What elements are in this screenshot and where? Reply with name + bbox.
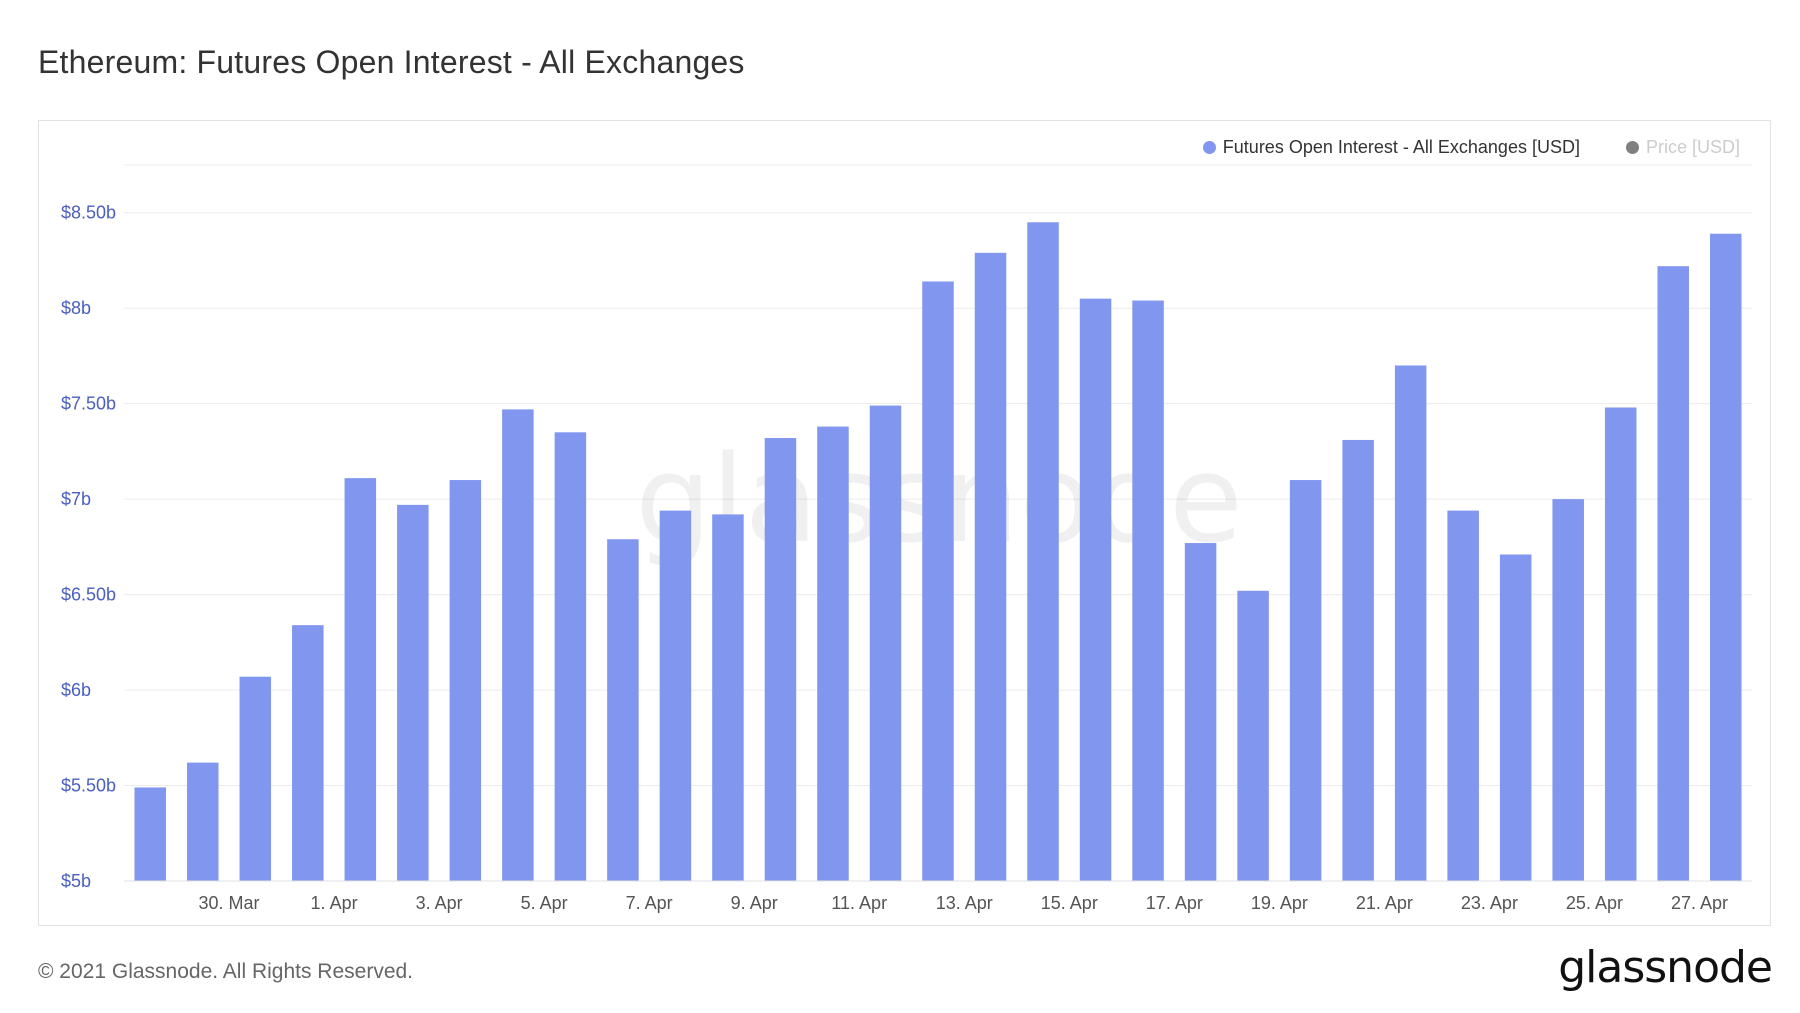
- x-tick-label: 13. Apr: [936, 893, 993, 913]
- chart-title: Ethereum: Futures Open Interest - All Ex…: [38, 44, 745, 80]
- bar[interactable]: [1499, 554, 1532, 881]
- bar[interactable]: [1709, 233, 1742, 882]
- bar[interactable]: [974, 252, 1007, 881]
- x-tick-label: 23. Apr: [1461, 893, 1518, 913]
- x-tick-label: 1. Apr: [311, 893, 358, 913]
- bar[interactable]: [1394, 365, 1427, 881]
- x-tick-label: 27. Apr: [1671, 893, 1728, 913]
- x-tick-label: 11. Apr: [831, 893, 887, 913]
- x-tick-label: 5. Apr: [521, 893, 568, 913]
- x-tick-label: 15. Apr: [1041, 893, 1098, 913]
- bar[interactable]: [817, 426, 849, 881]
- bar[interactable]: [764, 438, 797, 881]
- x-tick-label: 9. Apr: [731, 893, 778, 913]
- x-tick-label: 3. Apr: [416, 893, 463, 913]
- bar[interactable]: [344, 478, 377, 881]
- bar[interactable]: [1289, 480, 1322, 881]
- legend-label: Price [USD]: [1645, 137, 1740, 157]
- bar[interactable]: [1552, 499, 1584, 881]
- glassnode-logo[interactable]: glassnode: [1558, 942, 1773, 993]
- bar[interactable]: [1342, 439, 1374, 881]
- bar[interactable]: [187, 762, 219, 881]
- bar[interactable]: [712, 514, 744, 881]
- bar[interactable]: [1132, 300, 1164, 881]
- bar[interactable]: [239, 676, 272, 881]
- legend-dot-icon: [1625, 141, 1639, 154]
- x-tick-label: 25. Apr: [1566, 893, 1623, 913]
- y-tick-label: $6b: [61, 680, 91, 700]
- bar[interactable]: [1184, 543, 1217, 881]
- y-tick-label: $6.50b: [61, 585, 116, 605]
- bar[interactable]: [554, 432, 587, 881]
- legend-item-price[interactable]: Price [USD]: [1625, 137, 1740, 158]
- chart-legend: Futures Open Interest - All Exchanges [U…: [1202, 137, 1740, 158]
- copyright-text: © 2021 Glassnode. All Rights Reserved.: [38, 960, 414, 983]
- bar[interactable]: [449, 480, 482, 881]
- bar[interactable]: [397, 504, 429, 881]
- bar[interactable]: [1604, 407, 1637, 881]
- bar[interactable]: [659, 510, 692, 881]
- chart-plot: glassnode$5b$5.50b$6b$6.50b$7b$7.50b$8b$…: [61, 164, 1752, 913]
- bar[interactable]: [502, 409, 534, 881]
- bar[interactable]: [1447, 510, 1479, 881]
- x-tick-label: 21. Apr: [1356, 893, 1413, 913]
- y-tick-label: $7.50b: [61, 394, 116, 414]
- bar[interactable]: [607, 539, 639, 881]
- y-tick-label: $5.50b: [61, 776, 116, 796]
- legend-dot-icon: [1202, 141, 1216, 154]
- bar[interactable]: [922, 281, 954, 881]
- x-tick-label: 7. Apr: [626, 893, 673, 913]
- bar[interactable]: [869, 405, 902, 881]
- x-tick-label: 17. Apr: [1146, 893, 1203, 913]
- x-tick-label: 19. Apr: [1251, 893, 1308, 913]
- bar[interactable]: [134, 787, 167, 881]
- y-tick-label: $8.50b: [61, 203, 116, 223]
- y-tick-label: $8b: [61, 298, 91, 318]
- legend-item-open-interest[interactable]: Futures Open Interest - All Exchanges [U…: [1202, 137, 1580, 158]
- bar[interactable]: [292, 625, 324, 881]
- bar[interactable]: [1027, 222, 1059, 881]
- bar[interactable]: [1237, 590, 1269, 881]
- bar[interactable]: [1079, 298, 1112, 881]
- bar[interactable]: [1657, 266, 1689, 881]
- chart-frame: glassnode$5b$5.50b$6b$6.50b$7b$7.50b$8b$…: [38, 120, 1771, 926]
- legend-label: Futures Open Interest - All Exchanges [U…: [1222, 137, 1580, 157]
- y-tick-label: $7b: [61, 489, 91, 509]
- x-tick-label: 30. Mar: [199, 893, 260, 913]
- y-tick-label: $5b: [61, 871, 91, 891]
